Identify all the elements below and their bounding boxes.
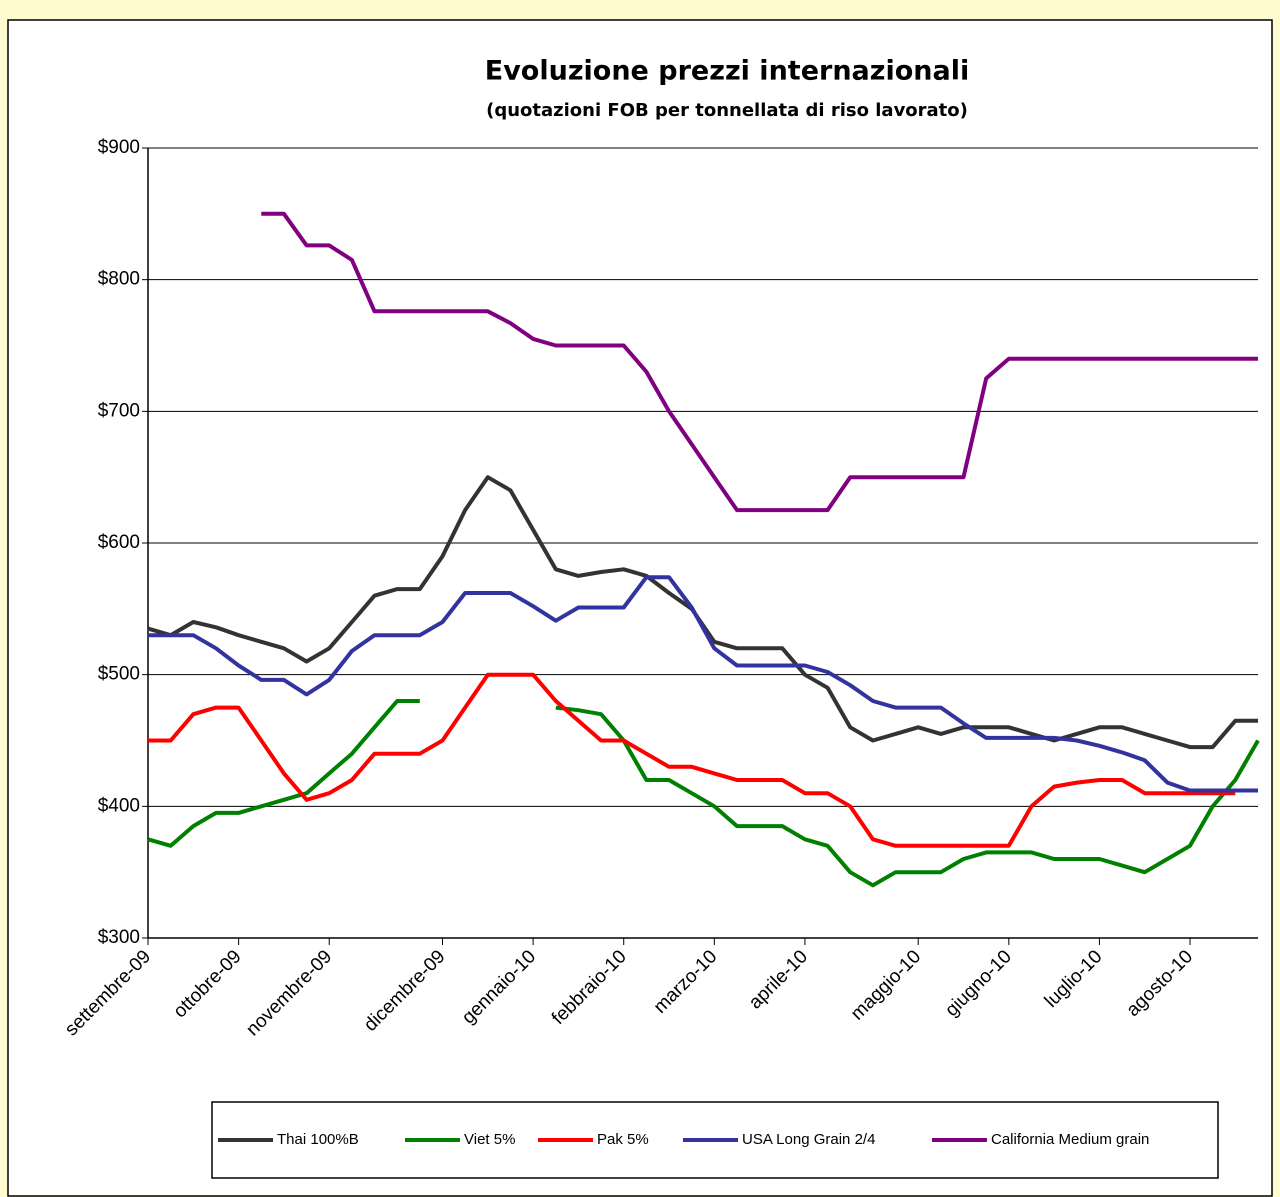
y-tick-label: $600 [98, 532, 140, 553]
series-line [148, 575, 1258, 793]
legend-label: Pak 5% [597, 1131, 649, 1148]
series-line [148, 672, 1236, 848]
chart-title: Evoluzione prezzi internazionali [485, 56, 969, 87]
chart-frame [7, 19, 1273, 1197]
y-tick-label: $400 [98, 795, 140, 816]
legend-label: California Medium grain [991, 1131, 1149, 1148]
legend-label: Thai 100%B [277, 1131, 359, 1148]
legend-label: Viet 5% [464, 1131, 515, 1148]
series-line [147, 699, 1260, 888]
legend-label: USA Long Grain 2/4 [742, 1131, 875, 1148]
y-tick-label: $500 [98, 664, 140, 685]
chart-subtitle: (quotazioni FOB per tonnellata di riso l… [486, 100, 968, 121]
y-tick-label: $900 [98, 137, 140, 158]
series-line [261, 211, 1258, 513]
y-tick-label: $700 [98, 400, 140, 421]
y-tick-label: $800 [98, 269, 140, 290]
y-tick-label: $300 [98, 927, 140, 948]
